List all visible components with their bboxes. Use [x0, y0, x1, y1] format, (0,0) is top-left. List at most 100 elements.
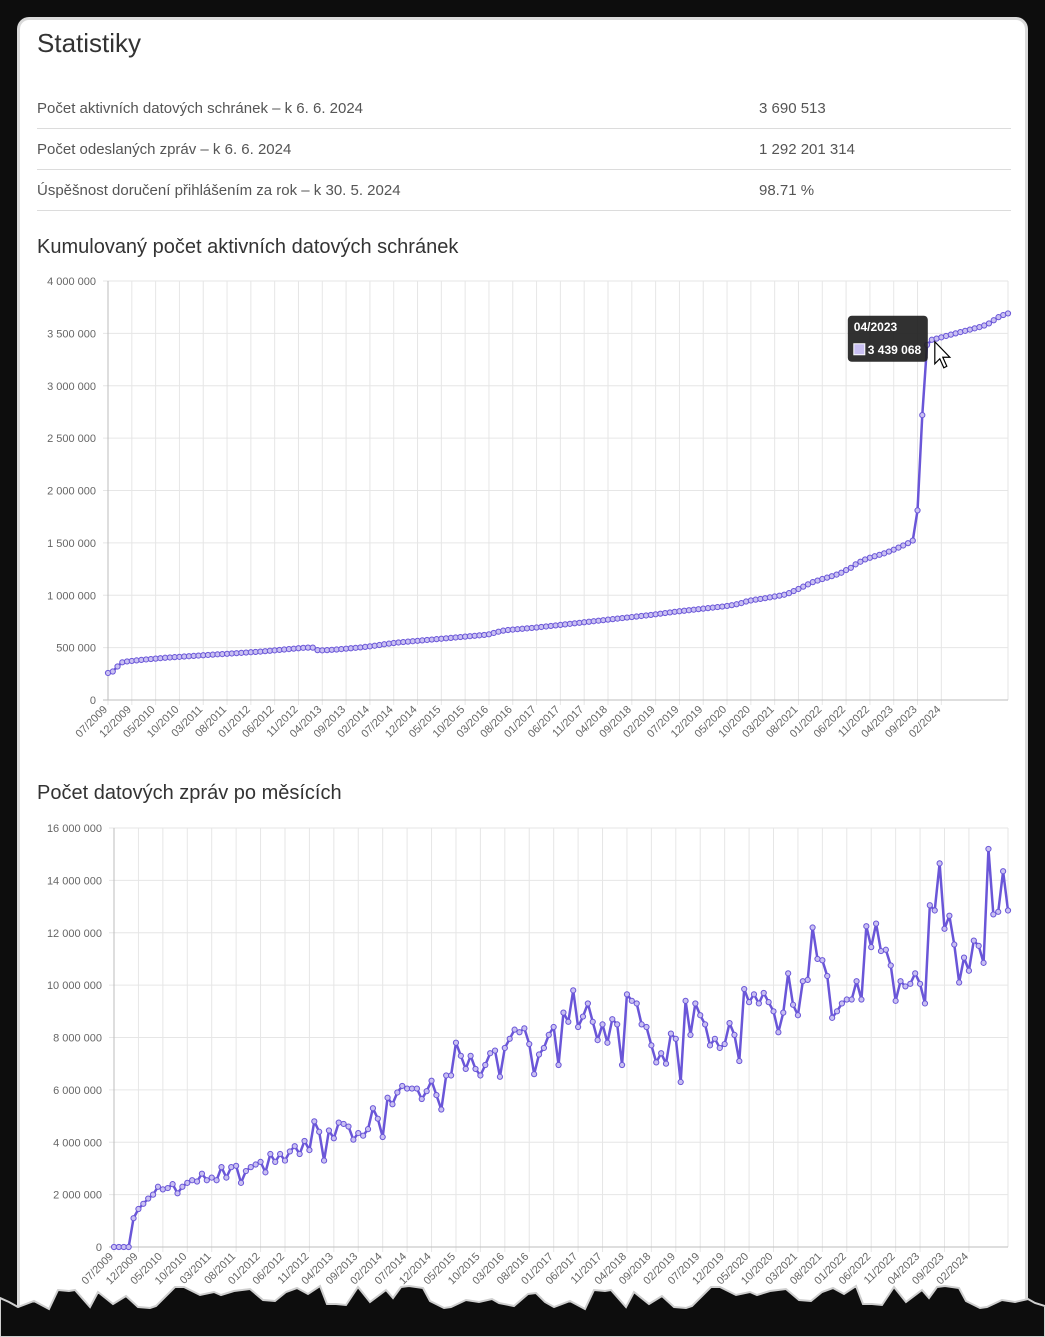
chart2-data-point[interactable] — [872, 920, 880, 927]
chart2-data-point[interactable] — [745, 999, 753, 1006]
chart2-data-point[interactable] — [726, 1019, 733, 1027]
chart1-data-point[interactable] — [309, 644, 316, 651]
chart2-data-point[interactable] — [819, 957, 826, 964]
chart2-data-point[interactable] — [384, 1094, 391, 1101]
chart2-data-point[interactable] — [311, 1118, 318, 1125]
chart2-data-point[interactable] — [203, 1177, 210, 1184]
chart2-data-point[interactable] — [364, 1126, 372, 1133]
chart2-data-point[interactable] — [164, 1184, 171, 1192]
chart2-data-point[interactable] — [560, 1009, 567, 1016]
chart2-data-point[interactable] — [902, 983, 909, 990]
chart2-data-point[interactable] — [1004, 907, 1012, 914]
chart2-data-point[interactable] — [785, 970, 792, 977]
chart2-data-point[interactable] — [286, 1148, 293, 1155]
chart2-data-point[interactable] — [687, 1031, 694, 1038]
chart2-data-point[interactable] — [208, 1174, 215, 1181]
chart1-data-point[interactable] — [109, 668, 116, 675]
chart2-data-point[interactable] — [394, 1089, 401, 1096]
chart2-data-point[interactable] — [320, 1157, 328, 1164]
chart1-data-point[interactable] — [842, 567, 850, 574]
chart2-data-point[interactable] — [946, 912, 953, 919]
chart2-data-point[interactable] — [252, 1161, 259, 1168]
chart2-data-point[interactable] — [276, 1150, 284, 1158]
chart2-data-point[interactable] — [926, 902, 933, 909]
chart2-data-point[interactable] — [672, 1035, 679, 1042]
chart2-data-point[interactable] — [755, 1000, 762, 1007]
chart2-data-point[interactable] — [135, 1205, 142, 1213]
chart2-data-point[interactable] — [355, 1129, 362, 1137]
chart2-data-point[interactable] — [345, 1123, 352, 1130]
chart2-data-point[interactable] — [472, 1065, 479, 1073]
chart2-data-point[interactable] — [824, 972, 831, 980]
chart2-data-point[interactable] — [921, 1000, 929, 1007]
chart2-data-point[interactable] — [487, 1050, 494, 1057]
chart2-data-point[interactable] — [731, 1031, 738, 1038]
chart2-data-point[interactable] — [794, 1012, 802, 1019]
chart2-data-point[interactable] — [682, 997, 689, 1004]
chart2-data-point[interactable] — [496, 1073, 504, 1080]
chart2-data-point[interactable] — [540, 1044, 548, 1052]
chart2-data-point[interactable] — [912, 970, 919, 977]
chart2-data-point[interactable] — [330, 1135, 337, 1142]
chart2-data-point[interactable] — [438, 1106, 445, 1113]
chart2-data-point[interactable] — [892, 997, 899, 1004]
chart2-data-point[interactable] — [633, 1000, 640, 1007]
chart2-data-point[interactable] — [887, 962, 894, 969]
chart2-data-point[interactable] — [658, 1050, 665, 1057]
chart1-data-point[interactable] — [838, 569, 845, 576]
chart2-data-point[interactable] — [389, 1101, 396, 1108]
chart2-data-point[interactable] — [360, 1132, 367, 1139]
chart1-data-point[interactable] — [990, 317, 997, 324]
chart2-data-point[interactable] — [257, 1158, 264, 1165]
chart2-data-point[interactable] — [623, 991, 631, 998]
chart2-data-point[interactable] — [193, 1178, 201, 1185]
chart2-data-point[interactable] — [721, 1040, 728, 1048]
chart2-data-point[interactable] — [863, 923, 870, 930]
chart2-data-point[interactable] — [149, 1191, 157, 1198]
chart2-data-point[interactable] — [936, 860, 943, 867]
chart2-data-point[interactable] — [931, 907, 938, 914]
chart2-data-point[interactable] — [653, 1059, 660, 1066]
chart2-data-point[interactable] — [262, 1169, 269, 1176]
chart2-data-point[interactable] — [848, 996, 855, 1003]
chart2-data-point[interactable] — [228, 1164, 235, 1171]
chart2-data-point[interactable] — [628, 997, 635, 1004]
chart2-data-point[interactable] — [980, 959, 987, 966]
chart2-data-point[interactable] — [604, 1039, 611, 1046]
chart2-data-point[interactable] — [1000, 868, 1007, 875]
chart2-data-point[interactable] — [433, 1092, 440, 1099]
chart2-data-point[interactable] — [247, 1164, 254, 1171]
chart2-data-point[interactable] — [702, 1021, 709, 1028]
chart2-data-point[interactable] — [535, 1051, 543, 1058]
chart2-data-point[interactable] — [154, 1183, 162, 1190]
chart2-data-point[interactable] — [511, 1026, 518, 1033]
chart2-data-point[interactable] — [692, 1000, 699, 1007]
chart2-data-point[interactable] — [159, 1186, 166, 1193]
chart1-data-point[interactable] — [914, 507, 921, 514]
chart2-data-point[interactable] — [452, 1039, 460, 1046]
chart2-data-point[interactable] — [965, 967, 973, 974]
chart2-data-point[interactable] — [233, 1162, 240, 1169]
chart2-data-point[interactable] — [457, 1052, 464, 1059]
chart2-data-point[interactable] — [325, 1127, 333, 1134]
chart2-data-point[interactable] — [770, 1008, 777, 1015]
chart1-data-point[interactable] — [904, 540, 912, 547]
chart-active-boxes[interactable]: 07/200912/200905/201010/201003/201108/20… — [20, 275, 1025, 780]
chart2-data-point[interactable] — [775, 1029, 782, 1036]
chart2-data-point[interactable] — [267, 1150, 274, 1158]
chart2-data-point[interactable] — [736, 1057, 743, 1065]
chart2-data-point[interactable] — [184, 1179, 191, 1186]
chart2-data-point[interactable] — [833, 1008, 841, 1015]
chart2-data-point[interactable] — [565, 1018, 572, 1025]
chart2-data-point[interactable] — [413, 1085, 420, 1092]
chart2-data-point[interactable] — [555, 1061, 562, 1069]
chart2-data-point[interactable] — [281, 1157, 289, 1164]
chart2-data-point[interactable] — [907, 980, 914, 987]
chart2-data-point[interactable] — [340, 1120, 347, 1128]
chart2-data-point[interactable] — [350, 1136, 357, 1143]
chart2-data-point[interactable] — [574, 1023, 582, 1031]
chart2-data-point[interactable] — [550, 1023, 557, 1031]
chart1-data-point[interactable] — [919, 411, 926, 419]
chart2-data-point[interactable] — [868, 944, 875, 951]
chart2-data-point[interactable] — [804, 976, 811, 983]
